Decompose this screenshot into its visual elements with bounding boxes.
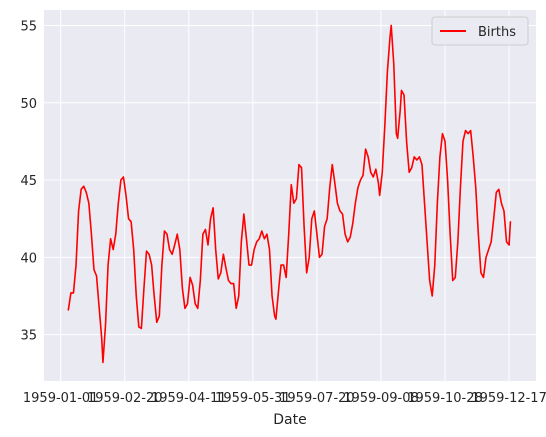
y-tick-label: 35 [20,329,37,344]
y-tick-label: 40 [20,251,37,266]
legend: Births [431,16,529,46]
y-tick-label: 55 [20,19,37,34]
grid-lines [44,10,536,381]
x-tick-label: 1959-12-17 [471,391,546,406]
x-tick-label: 1959-01-01 [23,391,99,406]
series-line-births [67,24,512,364]
y-tick-label: 45 [20,174,37,189]
x-tick-label: 1959-02-20 [87,391,163,406]
legend-box [431,16,529,46]
tick-labels: 1959-01-011959-02-201959-04-111959-05-31… [20,19,546,406]
x-tick-label: 1959-09-08 [343,391,419,406]
x-tick-label: 1959-10-28 [407,391,483,406]
x-tick-label: 1959-07-20 [279,391,355,406]
y-tick-label: 50 [20,97,37,112]
series-layer [67,24,512,364]
legend-label-births: Births [478,25,516,40]
x-tick-label: 1959-05-31 [215,391,291,406]
x-tick-label: 1959-04-11 [151,391,227,406]
x-axis-title: Date [273,412,306,428]
